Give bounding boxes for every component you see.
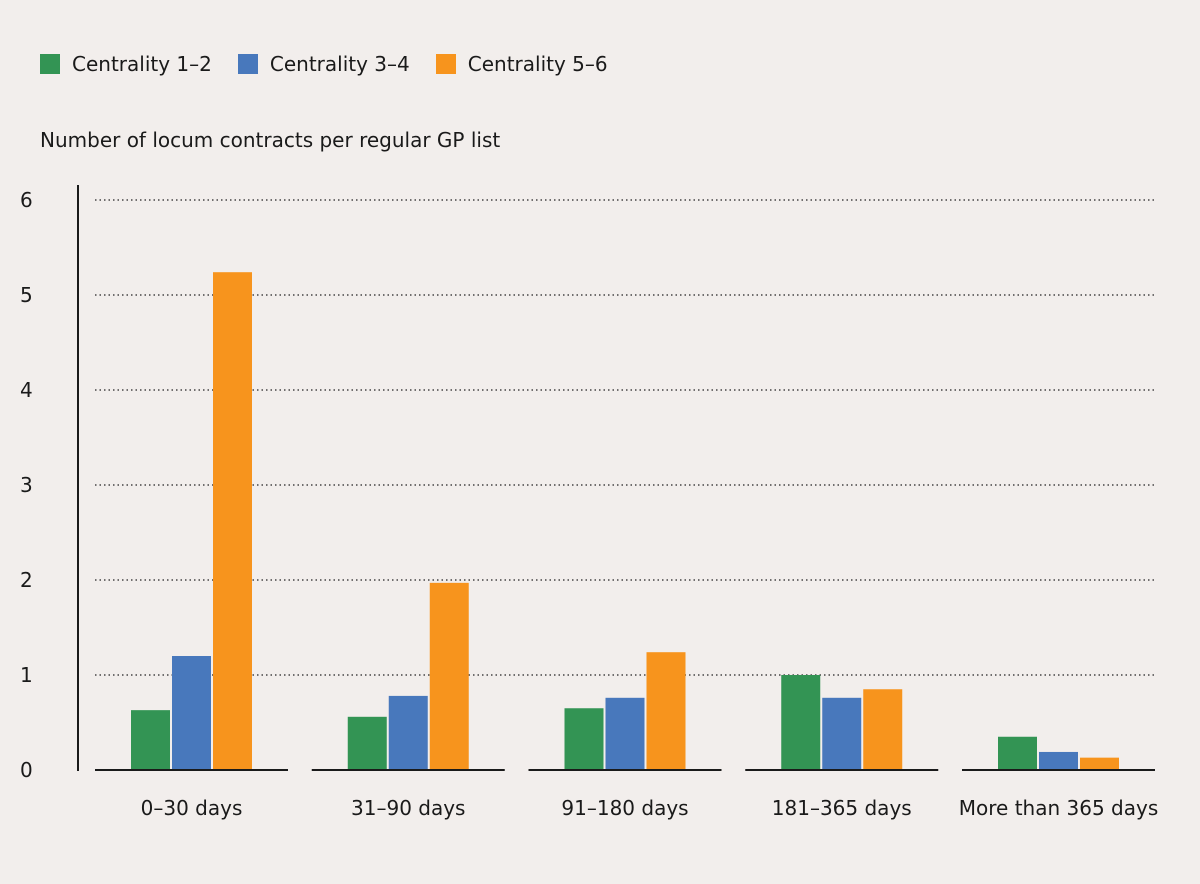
y-tick-label: 1: [20, 663, 33, 687]
x-tick-label: 0–30 days: [141, 796, 243, 820]
legend-item: Centrality 3–4: [237, 52, 410, 76]
y-tick-label: 4: [20, 378, 33, 402]
legend-label: Centrality 3–4: [269, 52, 410, 76]
bar: [347, 716, 387, 770]
x-tick-label: More than 365 days: [959, 796, 1158, 820]
y-tick-label: 0: [20, 758, 33, 782]
legend-swatch: [435, 54, 456, 74]
bar: [822, 697, 862, 770]
bar: [131, 710, 170, 770]
legend-item: Centrality 1–2: [40, 52, 212, 76]
bar: [781, 675, 821, 770]
legend-swatch: [40, 54, 60, 74]
y-tick-label: 3: [20, 473, 33, 497]
bar: [564, 708, 604, 770]
y-tick-label: 2: [20, 568, 33, 592]
x-tick-label: 181–365 days: [772, 796, 912, 820]
bar: [1039, 751, 1078, 770]
legend: Centrality 1–2 Centrality 3–4 Centrality…: [40, 52, 608, 76]
legend-label: Centrality 1–2: [72, 52, 212, 76]
bar: [998, 736, 1037, 770]
bar: [863, 689, 903, 770]
bar: [605, 697, 645, 770]
y-tick-label: 6: [20, 188, 33, 212]
x-tick-label: 91–180 days: [561, 796, 688, 820]
bar: [429, 582, 469, 770]
legend-swatch: [237, 54, 258, 74]
legend-label: Centrality 5–6: [467, 52, 608, 76]
bar: [1080, 757, 1119, 770]
y-tick-label: 5: [20, 283, 33, 307]
bar: [172, 656, 211, 770]
bar: [646, 652, 686, 770]
bar: [388, 695, 428, 770]
legend-item: Centrality 5–6: [435, 52, 608, 76]
x-tick-label: 31–90 days: [351, 796, 465, 820]
bar: [213, 272, 252, 770]
y-axis-label: Number of locum contracts per regular GP…: [40, 128, 501, 152]
